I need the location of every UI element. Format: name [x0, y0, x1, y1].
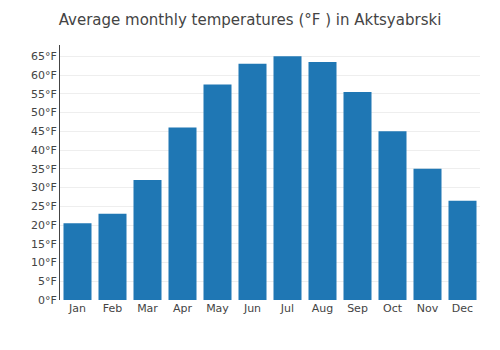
svg-text:Jul: Jul: [280, 302, 294, 315]
svg-text:55°F: 55°F: [31, 88, 57, 101]
svg-text:Apr: Apr: [173, 302, 193, 315]
svg-text:Mar: Mar: [137, 302, 158, 315]
svg-text:30°F: 30°F: [31, 181, 57, 194]
svg-text:Average monthly temperatures (: Average monthly temperatures (°F ) in Ak…: [59, 11, 442, 29]
svg-text:20°F: 20°F: [31, 219, 57, 232]
svg-text:25°F: 25°F: [31, 200, 57, 213]
svg-text:5°F: 5°F: [38, 275, 57, 288]
svg-text:Jan: Jan: [68, 302, 86, 315]
svg-text:Jun: Jun: [243, 302, 261, 315]
svg-text:35°F: 35°F: [31, 163, 57, 176]
svg-text:60°F: 60°F: [31, 69, 57, 82]
svg-text:10°F: 10°F: [31, 256, 57, 269]
svg-text:45°F: 45°F: [31, 125, 57, 138]
svg-text:May: May: [206, 302, 229, 315]
svg-text:40°F: 40°F: [31, 144, 57, 157]
svg-text:0°F: 0°F: [38, 294, 57, 307]
svg-text:Dec: Dec: [452, 302, 473, 315]
svg-text:Aug: Aug: [312, 302, 333, 315]
svg-text:Feb: Feb: [103, 302, 122, 315]
svg-text:50°F: 50°F: [31, 106, 57, 119]
svg-text:Oct: Oct: [383, 302, 403, 315]
svg-text:Nov: Nov: [417, 302, 439, 315]
svg-text:15°F: 15°F: [31, 238, 57, 251]
svg-text:65°F: 65°F: [31, 50, 57, 63]
svg-text:Sep: Sep: [347, 302, 368, 315]
